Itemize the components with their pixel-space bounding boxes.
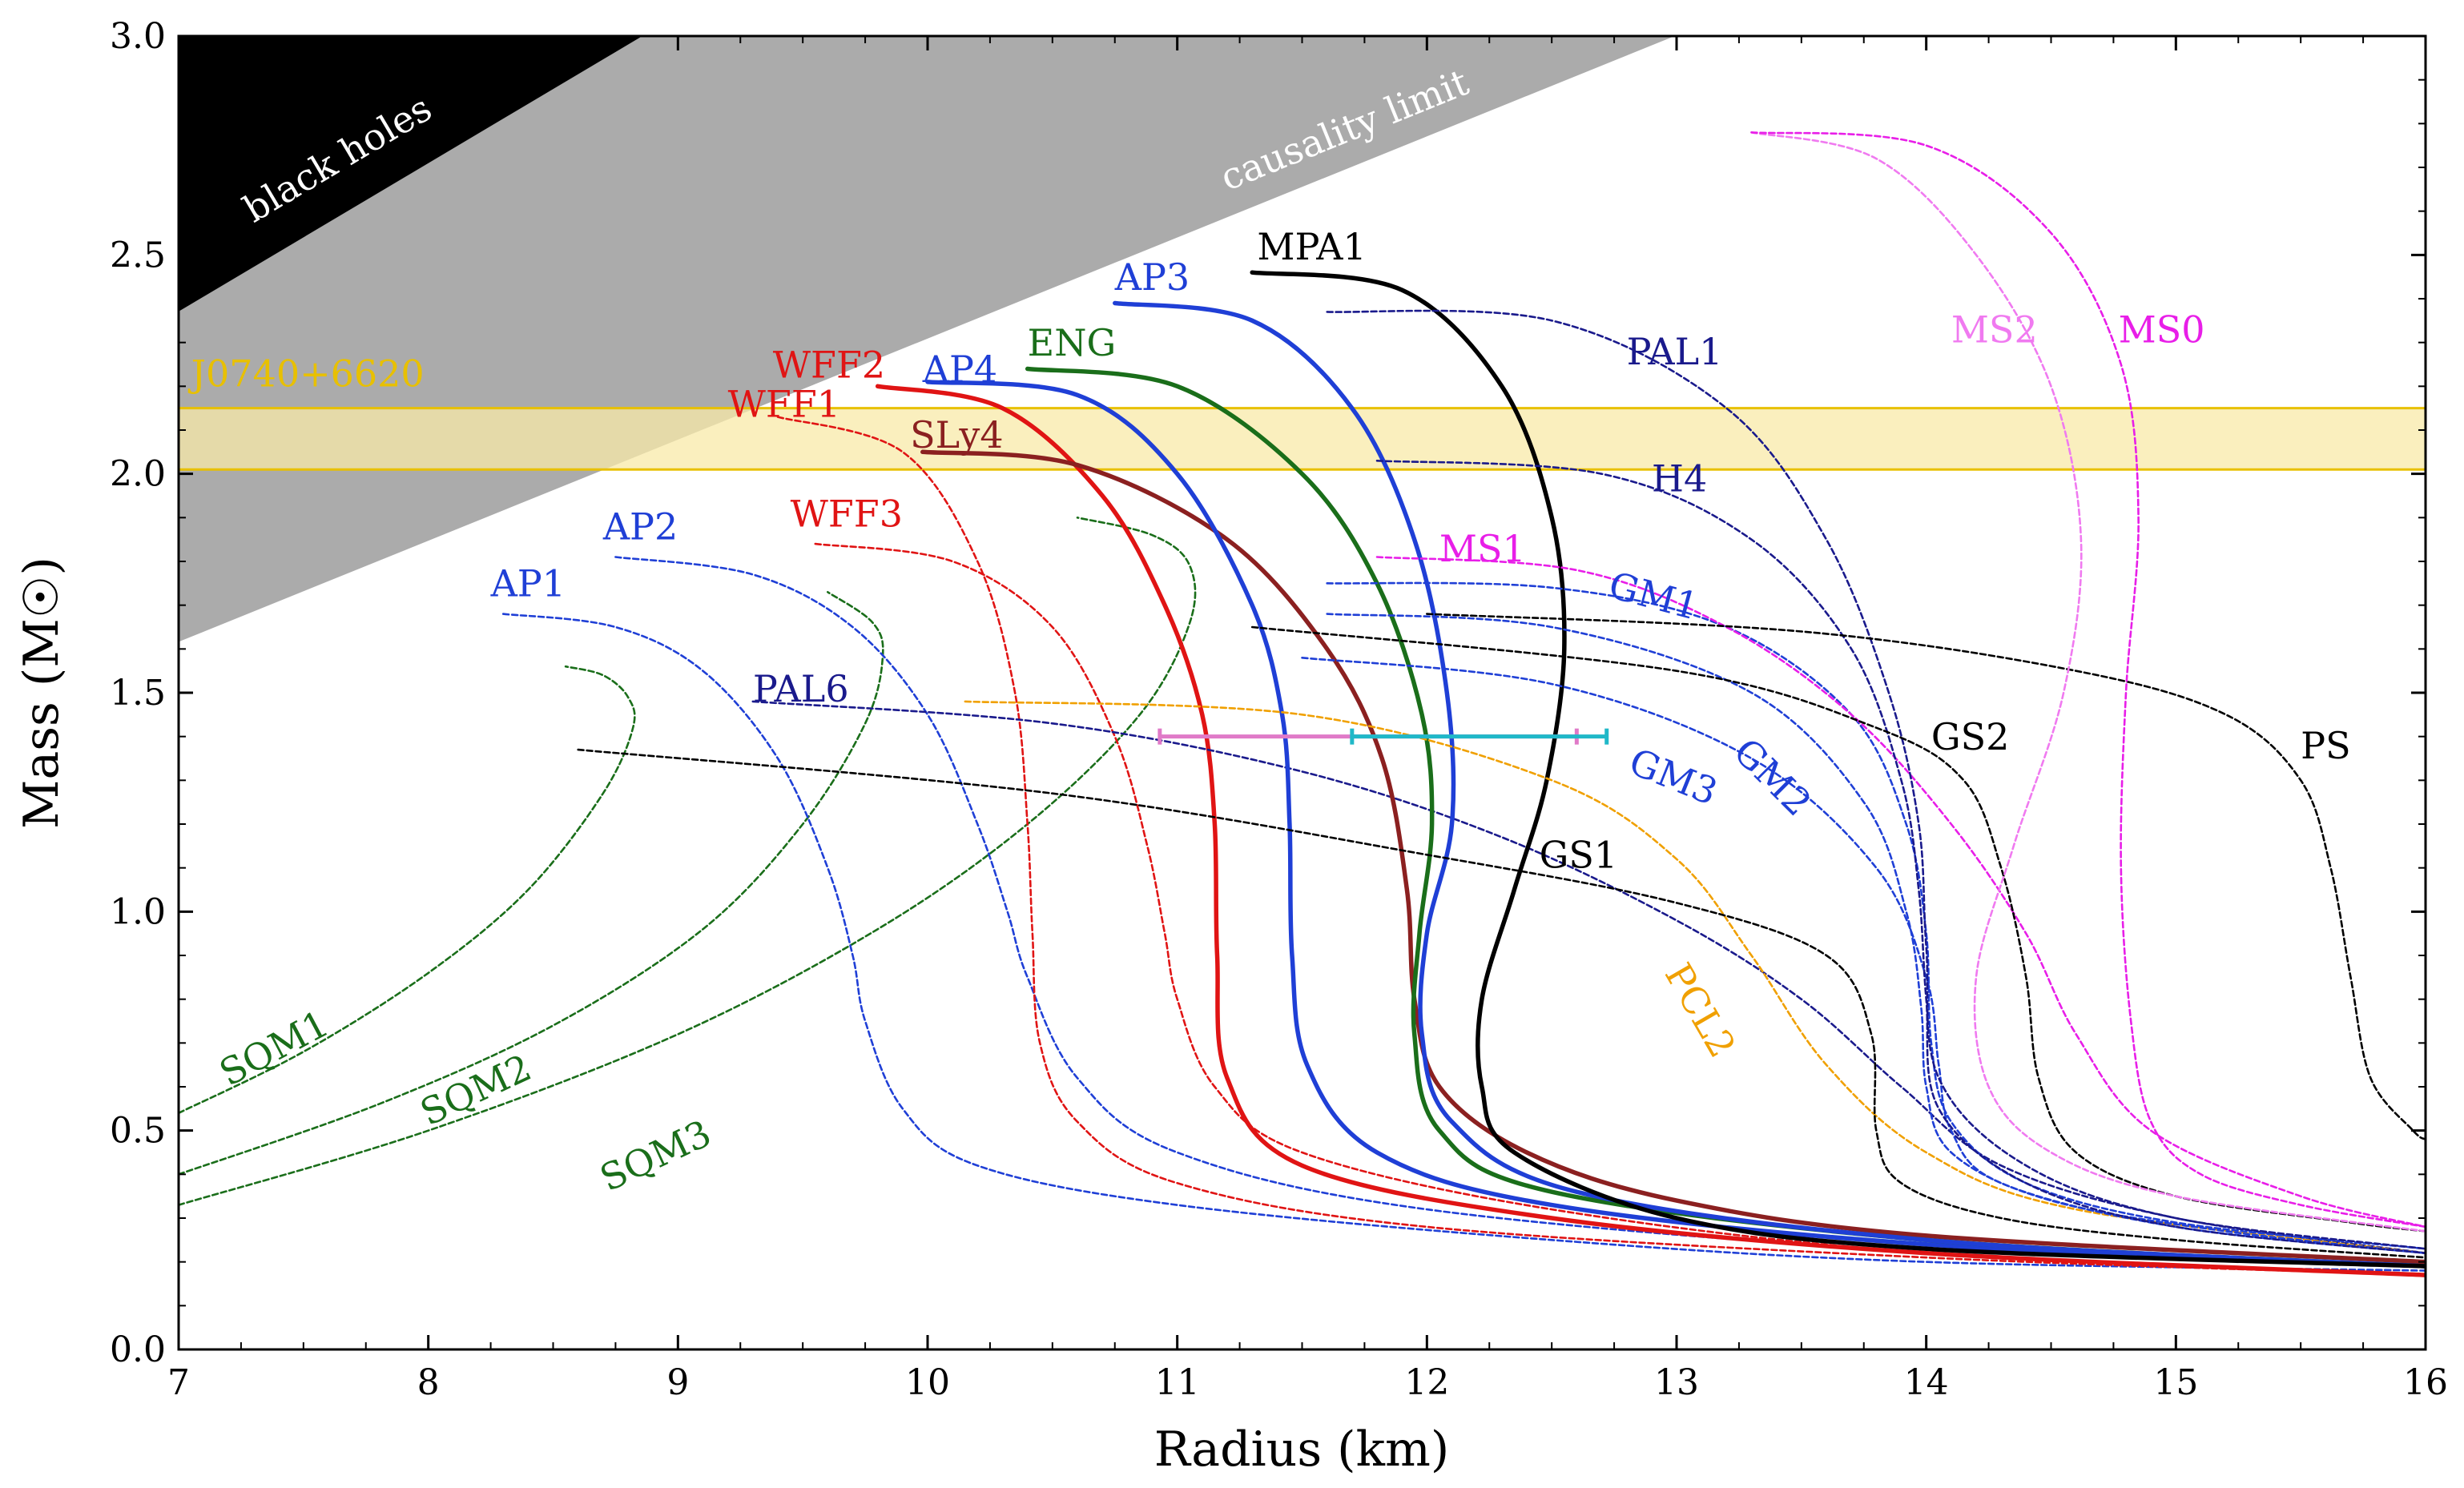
- curve-label-ap4: AP4: [922, 348, 997, 391]
- region-causality: [179, 36, 2426, 642]
- curve-label-ms1: MS1: [1439, 527, 1526, 570]
- eos-curves: [179, 131, 2426, 1277]
- curve-label-ms0: MS0: [2119, 308, 2205, 352]
- curve-wff1: [776, 416, 2426, 1277]
- curve-label-gm1: GM1: [1604, 563, 1703, 628]
- x-tick-label: 15: [2153, 1362, 2198, 1403]
- curve-wff3: [814, 542, 2426, 1277]
- curve-ap2: [614, 556, 2426, 1277]
- curve-pal6: [751, 700, 2426, 1254]
- curve-ap4: [925, 380, 2426, 1269]
- x-tick-label: 8: [417, 1362, 440, 1403]
- curve-pcl2: [964, 700, 2426, 1254]
- x-tick-label: 10: [905, 1362, 950, 1403]
- curve-label-gs1: GS1: [1540, 834, 1618, 877]
- curve-gm1: [1326, 581, 2426, 1250]
- y-tick-label: 2.5: [110, 235, 166, 275]
- x-tick-label: 7: [167, 1362, 190, 1403]
- curve-label-h4: H4: [1652, 457, 1707, 501]
- curve-gs1: [577, 748, 2426, 1259]
- curve-label-sqm1: SQM1: [212, 1002, 336, 1095]
- curve-pal1: [1326, 309, 2426, 1250]
- curve-label-eng: ENG: [1028, 321, 1117, 364]
- curve-ap3: [1113, 300, 2426, 1269]
- curve-ps: [1426, 613, 2426, 1140]
- x-tick-label: 13: [1654, 1362, 1699, 1403]
- curve-mpa1: [1250, 270, 2426, 1269]
- curve-label-sqm2: SQM2: [413, 1046, 537, 1134]
- y-tick-label: 1.5: [110, 673, 166, 714]
- curve-label-wff3: WFF3: [791, 492, 903, 535]
- x-tick-label: 9: [666, 1362, 689, 1403]
- y-tick-label: 2.0: [110, 454, 166, 495]
- axes: 7 8 9 10 11 12 13 14 15 16 0.0 0.5 1.0 1.5 2.0 2.5 3.0: [110, 16, 2448, 1403]
- curve-label-wff2: WFF2: [773, 343, 885, 386]
- curve-label-gm2: GM2: [1725, 730, 1820, 824]
- curve-label-gs2: GS2: [1931, 715, 2010, 758]
- curve-label-ap2: AP2: [602, 505, 678, 549]
- y-tick-label: 1.0: [110, 891, 166, 932]
- curve-ap1: [501, 613, 2426, 1272]
- x-tick-label: 12: [1404, 1362, 1449, 1403]
- band-fill: [179, 408, 2426, 470]
- forbidden-regions: [179, 0, 2426, 642]
- x-tick-label: 14: [1904, 1362, 1949, 1403]
- curve-label-ap3: AP3: [1114, 255, 1190, 299]
- curve-sqm1: [179, 665, 636, 1115]
- x-axis-title: Radius (km): [1154, 1422, 1450, 1478]
- curve-ms1: [1375, 556, 2426, 1229]
- curve-label-wff1: WFF1: [728, 383, 840, 426]
- band-label: J0740+6620: [188, 352, 425, 395]
- curve-h4: [1375, 460, 2426, 1254]
- curve-ms2: [1750, 131, 2426, 1233]
- region-black holes: [179, 36, 2426, 312]
- x-tick-label: 16: [2403, 1362, 2448, 1403]
- curve-label-ap1: AP1: [490, 562, 566, 605]
- curve-label-sly4: SLy4: [910, 413, 1004, 456]
- measurement-band: [179, 407, 2426, 471]
- curve-wff2: [875, 384, 2426, 1277]
- curve-label-mpa1: MPA1: [1257, 225, 1366, 268]
- curve-eng: [1025, 366, 2426, 1269]
- curve-label-gm3: GM3: [1624, 740, 1724, 814]
- curve-label-sqm3: SQM3: [594, 1112, 718, 1200]
- region-buchdahl: [179, 0, 2426, 36]
- y-tick-label: 3.0: [110, 16, 166, 57]
- radius-error-bars: [1158, 728, 1609, 745]
- curve-sqm3: [179, 517, 1197, 1206]
- curve-ms0: [1750, 131, 2426, 1229]
- curve-label-pal6: PAL6: [753, 667, 849, 710]
- x-tick-label: 11: [1155, 1362, 1200, 1403]
- curve-label-pal1: PAL1: [1627, 330, 1723, 373]
- curve-label-ms2: MS2: [1951, 308, 2038, 352]
- y-tick-label: 0.0: [110, 1329, 166, 1370]
- y-axis-title: Mass (M☉): [14, 557, 70, 829]
- y-tick-label: 0.5: [110, 1111, 166, 1152]
- curve-label-ps: PS: [2301, 724, 2350, 767]
- curve-label-pcl2: PCL2: [1657, 955, 1745, 1064]
